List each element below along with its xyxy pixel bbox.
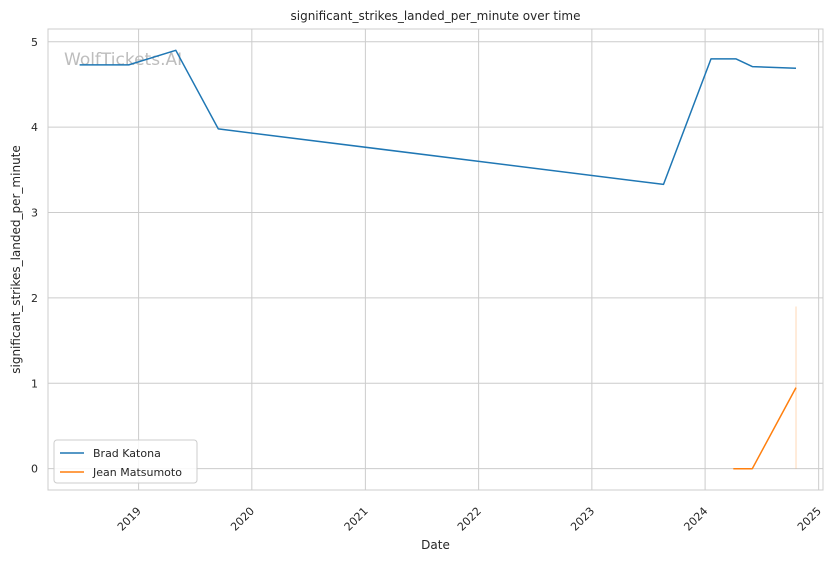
plot-area-border [47,28,824,491]
y-tick-label: 4 [31,121,38,134]
series-layer [79,49,797,470]
y-tick-label: 0 [31,463,38,476]
series-line-brad-katona [79,49,797,186]
x-tick-label: 2024 [681,505,710,534]
y-tick-label: 3 [31,207,38,220]
legend-box [53,439,198,484]
y-tick-label: 5 [31,36,38,49]
chart-title: significant_strikes_landed_per_minute ov… [290,9,580,23]
y-axis-label: significant_strikes_landed_per_minute [9,145,23,374]
y-ticks: 0 1 2 3 4 5 [31,36,38,476]
watermark: WolfTickets.AI [64,50,182,70]
x-tick-label: 2023 [568,505,597,534]
y-tick-label: 2 [31,292,38,305]
legend-label-brad-katona: Brad Katona [93,447,161,460]
legend: Brad Katona Jean Matsumoto [53,439,198,484]
x-tick-label: 2019 [115,505,144,534]
x-ticks: 2019 2020 2021 2022 2023 2024 2025 [115,505,824,534]
x-tick-label: 2020 [228,505,257,534]
series-line-jean-matsumoto [733,387,797,470]
legend-label-jean-matsumoto: Jean Matsumoto [92,466,182,479]
grid [48,29,823,490]
x-axis-label: Date [421,538,450,552]
x-tick-label: 2025 [795,505,824,534]
y-tick-label: 1 [31,377,38,390]
x-tick-label: 2022 [455,505,484,534]
x-tick-label: 2021 [342,505,371,534]
